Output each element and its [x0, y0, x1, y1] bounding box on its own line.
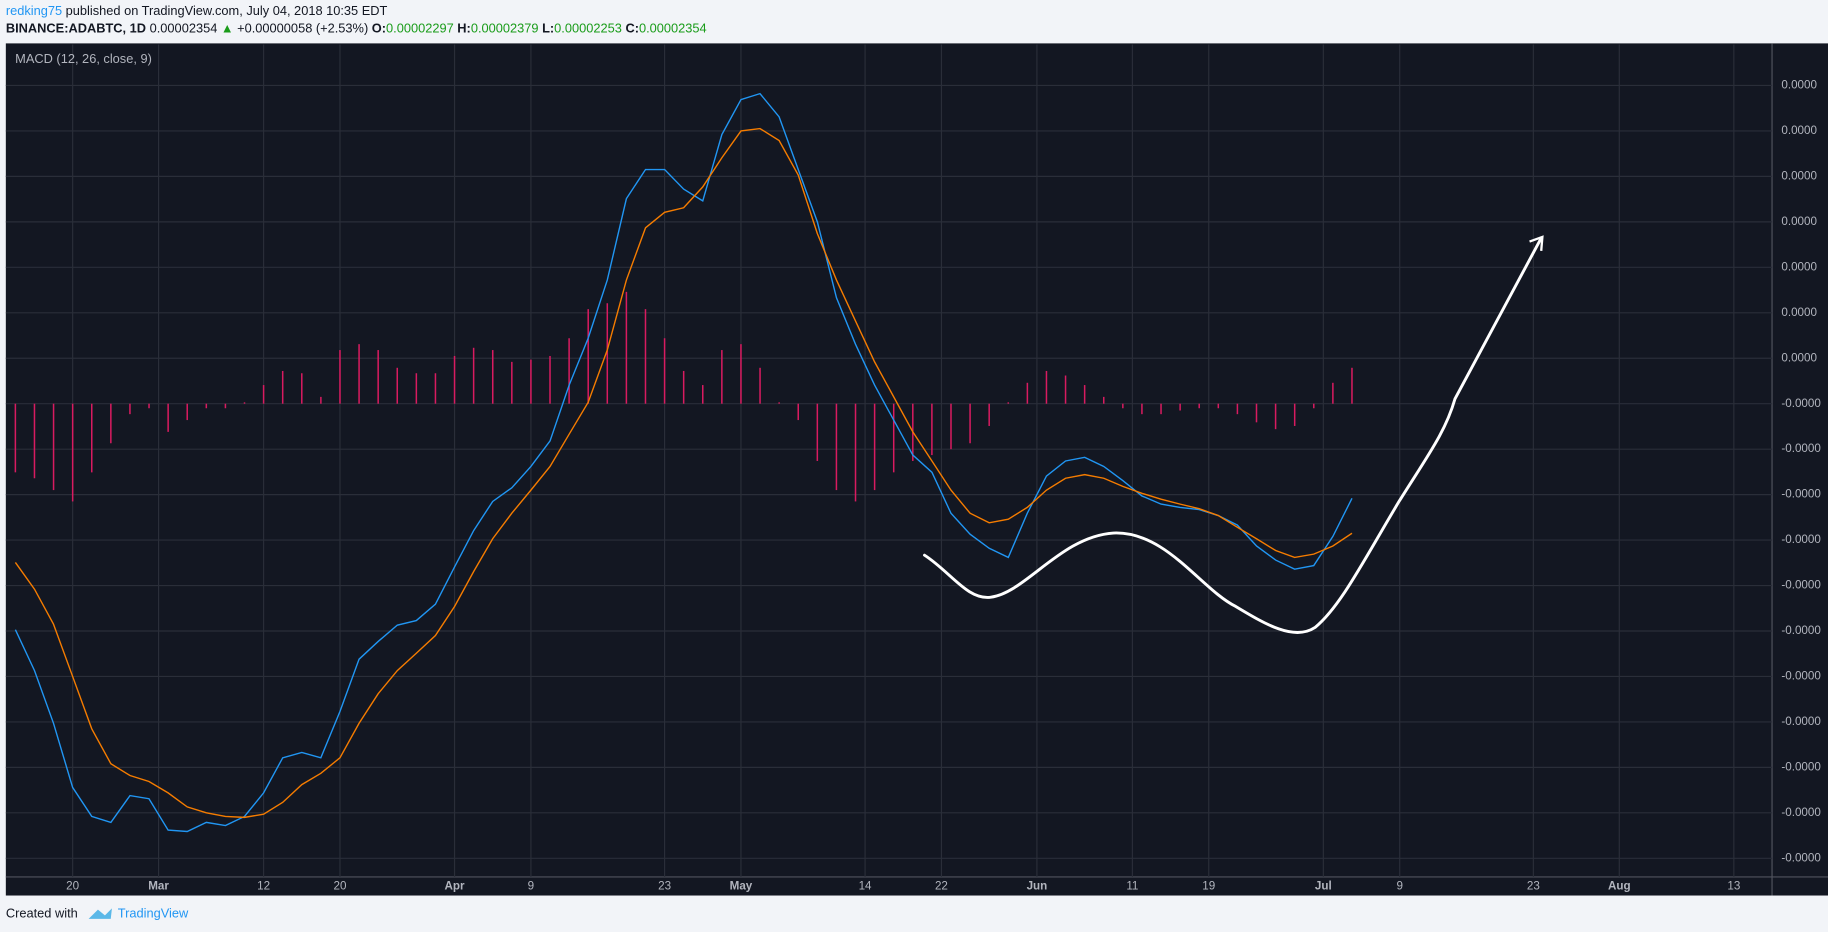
macd-line [14, 92, 1353, 833]
ohlc-value: 0.00002253 [554, 21, 622, 36]
chart-bg [5, 43, 1828, 896]
ohlc-value: 0.00002379 [471, 21, 539, 36]
y-tick-label: -0.0000 [1781, 488, 1821, 501]
last-price: 0.00002354 [150, 21, 218, 36]
arrow-head [1529, 235, 1544, 252]
symbol: BINANCE:ADABTC, 1D [6, 21, 146, 36]
x-tick-label: 23 [1527, 879, 1540, 892]
ohlc-label: O: [372, 21, 386, 36]
x-tick-label: 9 [1396, 879, 1402, 892]
y-tick-label: 0.0000 [1781, 79, 1817, 92]
x-tick-label: 19 [1202, 879, 1215, 892]
x-tick-label: May [730, 879, 753, 892]
x-tick-label: 9 [528, 879, 534, 892]
ohlc-label: H: [457, 21, 471, 36]
header-bg [0, 0, 1828, 43]
y-tick-label: -0.0000 [1781, 624, 1821, 637]
y-tick-label: -0.0000 [1781, 442, 1821, 455]
y-tick-label: -0.0000 [1781, 806, 1821, 819]
drawn-annotation [923, 236, 1543, 634]
y-tick-label: 0.0000 [1781, 215, 1817, 228]
y-tick-label: -0.0000 [1781, 670, 1821, 683]
y-tick-label: -0.0000 [1781, 760, 1821, 773]
ohlc-value: 0.00002354 [639, 21, 707, 36]
change: +0.00000058 (+2.53%) [237, 21, 368, 36]
x-tick-label: 23 [658, 879, 671, 892]
y-tick-label: -0.0000 [1781, 397, 1821, 410]
x-tick-label: 12 [257, 879, 270, 892]
x-tick-label: Jun [1027, 879, 1048, 892]
x-tick-label: Aug [1608, 879, 1631, 892]
x-tick-label: 20 [334, 879, 347, 892]
symbol-line: BINANCE:ADABTC, 1D 0.00002354 ▲ +0.00000… [6, 21, 707, 36]
y-tick-label: 0.0000 [1781, 351, 1817, 364]
y-tick-label: -0.0000 [1781, 533, 1821, 546]
grid [5, 44, 1773, 877]
x-tick-label: 13 [1727, 879, 1740, 892]
ohlc-label: C: [625, 21, 639, 36]
plot [14, 92, 1353, 833]
ohlc-value: 0.00002297 [386, 21, 454, 36]
x-tick-label: 20 [66, 879, 79, 892]
y-tick-label: -0.0000 [1781, 579, 1821, 592]
y-tick-label: -0.0000 [1781, 715, 1821, 728]
arrow: ▲ [221, 21, 234, 36]
publish-line: redking75 published on TradingView.com, … [6, 3, 388, 18]
indicator-title: MACD (12, 26, close, 9) [15, 51, 152, 66]
y-tick-label: 0.0000 [1781, 306, 1817, 319]
macd-line [14, 127, 1353, 819]
x-tick-label: Apr [445, 879, 466, 892]
brand[interactable]: TradingView [118, 906, 189, 921]
y-tick-label: 0.0000 [1781, 124, 1817, 137]
x-tick-label: 22 [935, 879, 948, 892]
published: published on TradingView.com, July 04, 2… [66, 3, 388, 18]
ohlc-label: L: [542, 21, 554, 36]
y-tick-label: 0.0000 [1781, 260, 1817, 273]
tv-logo [88, 908, 112, 919]
y-tick-label: 0.0000 [1781, 169, 1817, 182]
created-with: Created with [6, 906, 78, 921]
y-tick-label: -0.0000 [1781, 851, 1821, 864]
x-tick-label: Jul [1315, 879, 1332, 892]
x-tick-label: 11 [1126, 879, 1138, 892]
footer-bg [0, 895, 1828, 932]
author[interactable]: redking75 [6, 3, 62, 18]
axis-labels: 0.0000 0.0000 0.0000 0.0000 0.0000 0.0000 0.00… [66, 79, 1821, 893]
x-tick-label: 14 [859, 879, 872, 892]
x-tick-label: Mar [148, 879, 169, 892]
